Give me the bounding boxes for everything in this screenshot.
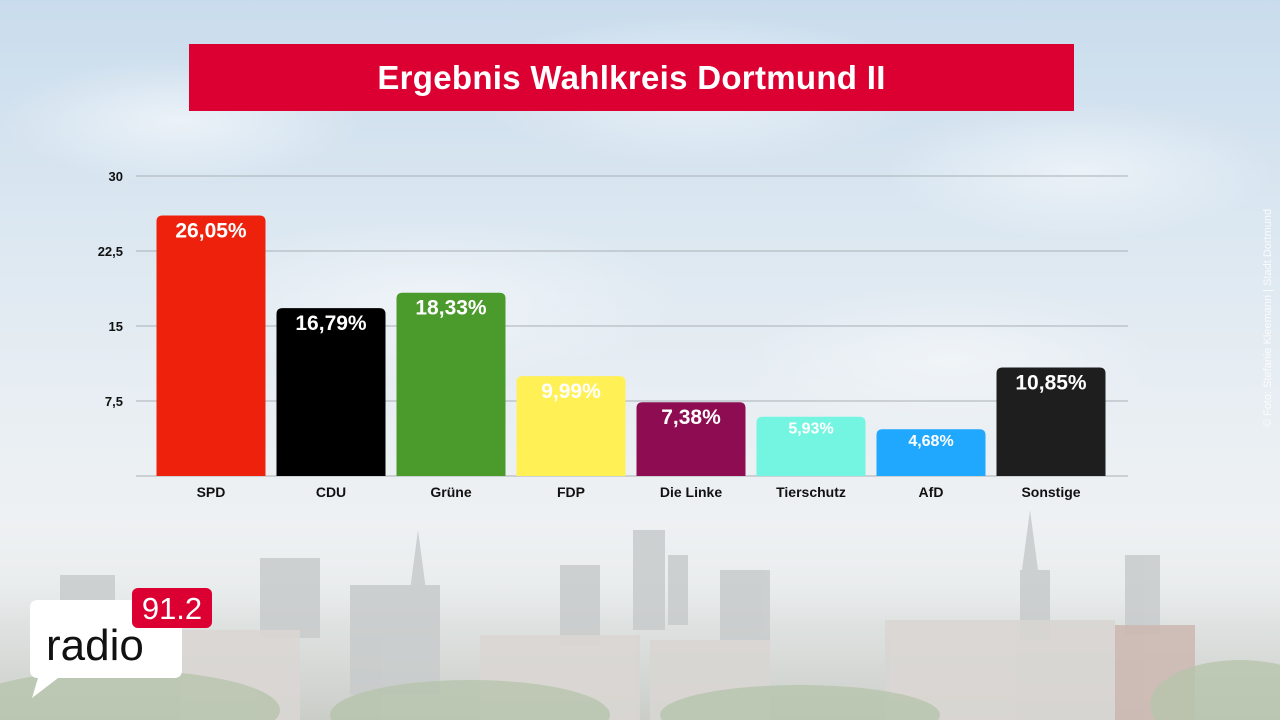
x-tick-label: Sonstige [1021, 484, 1080, 500]
data-label: 18,33% [415, 297, 487, 320]
x-tick-label: Tierschutz [776, 484, 846, 500]
bar-spd [156, 215, 266, 476]
bar-cdu [276, 308, 386, 476]
x-tick-label: CDU [316, 484, 346, 500]
title-banner: Ergebnis Wahlkreis Dortmund II [189, 44, 1074, 111]
data-label: 4,68% [908, 433, 953, 450]
x-tick-label: AfD [919, 484, 944, 500]
x-tick-label: Die Linke [660, 484, 722, 500]
x-tick-label: FDP [557, 484, 585, 500]
city-skyline-photo [0, 510, 1280, 720]
data-label: 26,05% [175, 220, 247, 243]
x-tick-label: SPD [197, 484, 226, 500]
bar-fdp [516, 376, 626, 476]
data-label: 10,85% [1015, 372, 1087, 395]
y-tick-label: 30 [109, 169, 123, 184]
y-tick-label: 7,5 [105, 394, 123, 409]
data-label: 7,38% [661, 406, 721, 429]
data-label: 16,79% [295, 312, 367, 335]
data-label: 5,93% [788, 421, 833, 438]
photo-credit: © Foto: Stefanie Kleemann | Stadt Dortmu… [1262, 208, 1274, 428]
logo-frequency: 91.2 [142, 591, 202, 626]
y-tick-label: 22,5 [98, 244, 123, 259]
y-tick-label: 15 [109, 319, 123, 334]
x-tick-label: Grüne [430, 484, 471, 500]
bar-sonstige [996, 367, 1106, 476]
bar-tierschutz [756, 416, 866, 476]
radio-logo: radio 91.2 [30, 588, 212, 698]
data-label: 9,99% [541, 380, 601, 403]
bar-die-linke [636, 402, 746, 476]
logo-word: radio [46, 621, 144, 670]
chart-title: Ergebnis Wahlkreis Dortmund II [377, 58, 886, 96]
bar-afd [876, 429, 986, 476]
bar-grüne [396, 292, 506, 476]
